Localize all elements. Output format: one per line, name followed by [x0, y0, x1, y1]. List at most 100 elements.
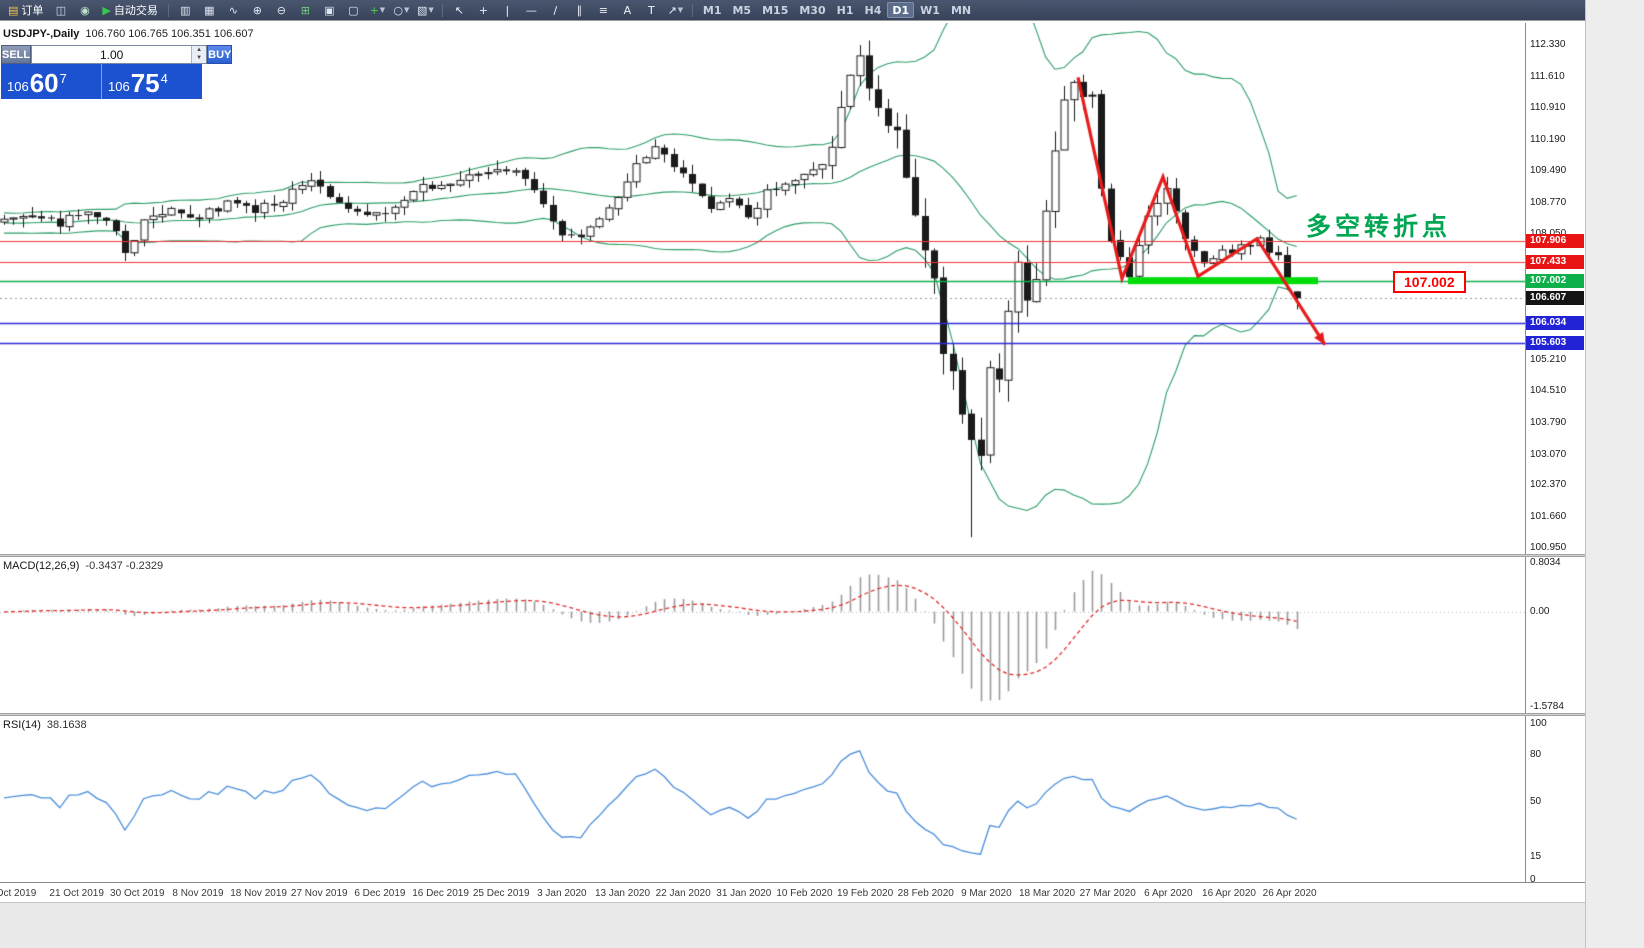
date-axis-label: 30 Oct 2019 [110, 888, 165, 899]
volume-down-button[interactable]: ▼ [192, 54, 207, 63]
price-axis-label: 109.490 [1530, 164, 1567, 176]
crosshair-icon[interactable]: + [478, 3, 488, 17]
indicators-menu[interactable]: + ▼ [369, 3, 386, 17]
trendline-icon[interactable]: / [553, 3, 558, 17]
equidistant-channel-icon[interactable]: ∥ [576, 3, 583, 17]
vertical-line-icon[interactable]: | [505, 3, 510, 17]
rsi-axis-label: 100 [1530, 718, 1547, 729]
current-price-chip: 106.607 [1526, 291, 1584, 306]
date-axis-label: 27 Nov 2019 [290, 888, 348, 899]
main-toolbar: ▤ 订单 ◫ ◉ ▶ 自动交易 ▥ ▦ ∿ ⊕ ⊖ ⊞ ▣ ▢ + ▼ ○ ▼ ▧ ▼ ↖ + | — / ∥ ≡ A T ↗ ▼ M1 M5 M… [0, 0, 1585, 20]
autotrade-button[interactable]: ▶ 自动交易 [102, 3, 158, 18]
macd-axis-label: 0.8034 [1530, 557, 1561, 568]
periods-menu[interactable]: ○ ▼ [393, 3, 410, 17]
chart-window: 112.330 111.610 110.910 110.190 109.490 108.7… [0, 20, 1585, 948]
templates-menu[interactable]: ▧ ▼ [416, 3, 434, 17]
sell-price-button[interactable]: 106 60 7 [1, 64, 102, 99]
indicators-menu-caret[interactable]: ▼ [379, 5, 386, 14]
price-level-chip: 107.433 [1526, 254, 1584, 269]
toolbar-separator [167, 3, 169, 17]
ask-pip: 4 [160, 71, 168, 86]
timeframe-H4[interactable]: H4 [864, 3, 882, 17]
line-chart-mode-icon[interactable]: ∿ [228, 3, 238, 17]
date-axis-label: 26 Apr 2020 [1262, 888, 1317, 899]
horizontal-line-icon[interactable]: — [525, 3, 537, 17]
price-axis-label: 108.770 [1530, 196, 1567, 208]
date-axis-label: 10 Feb 2020 [776, 888, 833, 899]
date-axis-label: 9 Mar 2020 [961, 888, 1012, 899]
timeframe-M15[interactable]: M15 [762, 3, 789, 17]
buy-price-button[interactable]: 106 75 4 [102, 64, 202, 99]
macd-axis[interactable]: 0.8034 0.00 -1.5784 [1525, 557, 1585, 713]
text-icon[interactable]: A [623, 3, 632, 17]
price-level-chip: 107.002 [1526, 273, 1584, 288]
date-axis-label: 31 Jan 2020 [716, 888, 772, 899]
panel-splitter[interactable] [0, 554, 1585, 557]
price-note-box: 107.002 [1393, 271, 1466, 293]
timeframe-W1[interactable]: W1 [920, 3, 940, 17]
zoom-in-icon[interactable]: ⊕ [252, 3, 262, 17]
price-level-chip: 107.906 [1526, 233, 1584, 248]
price-chart-canvas[interactable] [0, 23, 1525, 554]
bottom-strip [0, 902, 1585, 948]
date-axis-label: 18 Mar 2020 [1018, 888, 1076, 899]
arrows-menu-caret[interactable]: ▼ [677, 5, 684, 14]
volume-up-button[interactable]: ▲ [192, 46, 207, 55]
bar-chart-mode-icon[interactable]: ▥ [180, 3, 191, 17]
text-label-icon[interactable]: T [648, 3, 655, 17]
periods-menu-caret[interactable]: ▼ [403, 5, 410, 14]
price-axis-label: 112.330 [1530, 39, 1566, 51]
timeframe-D1[interactable]: D1 [887, 2, 915, 18]
macd-canvas[interactable] [0, 557, 1525, 713]
date-axis-label: 16 Apr 2020 [1202, 888, 1256, 899]
panel-splitter[interactable] [0, 713, 1585, 716]
price-axis-label: 110.910 [1530, 101, 1566, 113]
cascade-windows-icon[interactable]: ▣ [324, 3, 335, 17]
templates-menu-caret[interactable]: ▼ [428, 5, 434, 14]
volume-input[interactable] [32, 46, 192, 63]
cursor-icon[interactable]: ↖ [454, 3, 464, 17]
macd-axis-label: -1.5784 [1530, 701, 1564, 712]
sell-button[interactable]: SELL [1, 45, 32, 64]
one-click-trade-panel: SELL ▲ ▼ BUY 106 60 7 [1, 45, 233, 99]
timeframe-H1[interactable]: H1 [836, 3, 854, 17]
fibonacci-icon[interactable]: ≡ [598, 3, 608, 17]
arrange-windows-icon[interactable]: ▢ [348, 3, 359, 17]
timeframe-M5[interactable]: M5 [732, 3, 752, 17]
symbol-name: USDJPY-,Daily [3, 28, 80, 40]
timeframe-M30[interactable]: M30 [799, 3, 826, 17]
ask-big: 75 [130, 68, 160, 98]
buy-button[interactable]: BUY [207, 45, 233, 64]
date-axis-label: 13 Jan 2020 [594, 888, 651, 899]
price-axis-label: 103.790 [1530, 416, 1567, 428]
orders-button[interactable]: ▤ 订单 [8, 3, 44, 18]
timeframe-M1[interactable]: M1 [702, 3, 722, 17]
rsi-axis-label: 0 [1530, 874, 1536, 885]
price-axis-label: 110.190 [1530, 133, 1566, 145]
price-axis[interactable]: 112.330 111.610 110.910 110.190 109.490 108.7… [1525, 23, 1585, 554]
rsi-axis[interactable]: 100 80 50 15 0 [1525, 716, 1585, 885]
annotation-text-cn: 多空转折点 [1306, 212, 1452, 241]
price-axis-label: 105.210 [1530, 353, 1567, 365]
new-chart-icon[interactable]: ◫ [55, 3, 67, 17]
toolbar-separator [691, 3, 693, 17]
price-axis-label: 104.510 [1530, 384, 1567, 396]
macd-label: MACD(12,26,9) -0.3437 -0.2329 [3, 560, 164, 572]
symbol-info: USDJPY-,Daily 106.760 106.765 106.351 106… [3, 28, 254, 40]
date-axis-label: 21 Oct 2019 [49, 888, 104, 899]
date-axis-label: 16 Dec 2019 [412, 888, 469, 899]
tile-windows-icon[interactable]: ⊞ [300, 3, 310, 17]
timeframe-MN[interactable]: MN [950, 3, 972, 17]
profiles-icon[interactable]: ◉ [80, 3, 90, 17]
zoom-out-icon[interactable]: ⊖ [276, 3, 286, 17]
date-axis-label: 25 Dec 2019 [472, 888, 530, 899]
arrows-menu[interactable]: ↗ ▼ [667, 3, 684, 17]
rsi-axis-label: 15 [1530, 850, 1542, 862]
rsi-canvas[interactable] [0, 716, 1525, 882]
candlestick-mode-icon[interactable]: ▦ [204, 3, 215, 17]
price-level-chip: 105.603 [1526, 335, 1584, 350]
date-axis[interactable]: Oct 2019 21 Oct 2019 30 Oct 2019 8 Nov 2019… [0, 882, 1585, 902]
macd-axis-label: 0.00 [1530, 605, 1550, 617]
date-axis-label: 19 Feb 2020 [837, 888, 894, 899]
